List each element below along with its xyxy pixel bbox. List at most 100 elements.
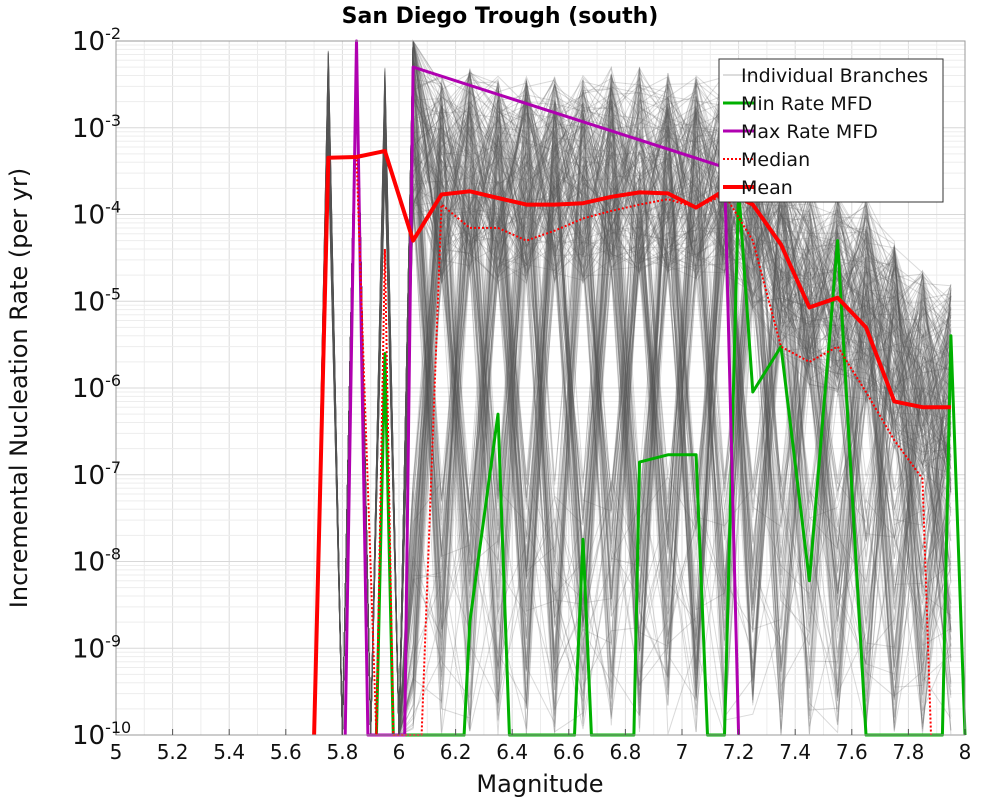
branch-line <box>314 52 952 736</box>
branch-line <box>314 40 952 736</box>
branch-line <box>313 40 952 736</box>
plot-area-border <box>115 40 966 736</box>
branch-line <box>314 96 952 736</box>
x-tick-label: 7 <box>676 740 689 764</box>
branch-line <box>313 40 952 736</box>
legend-label: Mean <box>741 177 793 199</box>
branch-line <box>314 40 952 736</box>
legend-label: Median <box>741 149 810 171</box>
y-tick-label: 10-2 <box>72 24 121 57</box>
branch-line <box>313 69 952 736</box>
branch-line <box>314 40 952 736</box>
branch-line <box>313 40 952 736</box>
branch-line <box>313 80 952 736</box>
branch-line <box>314 40 952 736</box>
branch-line <box>313 40 952 736</box>
branch-line <box>313 67 952 736</box>
branch-line <box>314 40 952 736</box>
x-tick-label: 8 <box>959 740 972 764</box>
y-tick-label: 10-8 <box>72 545 121 578</box>
branch-line <box>314 40 952 736</box>
branch-line <box>314 40 952 736</box>
branch-line <box>313 50 952 736</box>
y-tick-label: 10-5 <box>72 284 121 317</box>
branch-line <box>314 40 952 736</box>
branch-line <box>314 48 952 736</box>
branch-line <box>313 84 952 736</box>
series-min-rate-mfd <box>374 186 967 737</box>
branch-line <box>314 52 952 736</box>
branch-line <box>313 40 952 736</box>
individual-branches <box>313 39 952 737</box>
legend: Individual Branches Min Rate MFD Max Rate … <box>718 58 944 203</box>
branch-line <box>313 76 952 736</box>
branch-line <box>313 40 952 736</box>
branch-line <box>313 76 952 736</box>
branch-line <box>313 66 952 736</box>
branch-line <box>313 79 952 736</box>
branch-line <box>314 40 952 736</box>
x-tick-label: 6.2 <box>440 740 472 764</box>
branch-line <box>313 76 952 736</box>
x-tick-label: 6.8 <box>609 740 641 764</box>
branch-line <box>314 75 952 736</box>
branch-line <box>314 50 952 736</box>
x-axis-label: Magnitude <box>476 770 603 798</box>
legend-label: Max Rate MFD <box>741 121 878 143</box>
branch-line <box>314 40 952 736</box>
branch-line <box>314 56 952 736</box>
y-tick-label: 10-9 <box>72 631 121 664</box>
branch-line <box>314 40 952 736</box>
x-tick-label: 5.2 <box>157 740 189 764</box>
x-tick-label: 7.2 <box>723 740 755 764</box>
branch-line <box>314 40 952 736</box>
branch-line <box>313 40 952 736</box>
branch-line <box>314 73 952 736</box>
branch-line <box>314 82 952 736</box>
branch-line <box>314 40 952 736</box>
x-tick-label: 5 <box>110 740 123 764</box>
branch-line <box>314 40 952 736</box>
branch-line <box>313 40 952 736</box>
branch-line <box>313 69 952 736</box>
branch-line <box>314 79 952 736</box>
branch-line <box>313 40 952 736</box>
branch-line <box>314 73 952 736</box>
branch-line <box>313 40 952 736</box>
legend-label: Min Rate MFD <box>741 93 872 115</box>
branch-line <box>313 73 952 736</box>
branch-line <box>313 40 952 736</box>
y-tick-label: 10-6 <box>72 371 121 404</box>
branch-line <box>313 40 952 736</box>
x-axis-ticks: 5 5.2 5.4 5.6 5.8 6 6.2 6.4 6.6 6.8 7 7.2 7.4 7.6 7.8 8 <box>110 729 972 764</box>
branch-line <box>314 40 952 736</box>
branch-line <box>314 40 952 736</box>
branch-line <box>313 40 952 736</box>
branch-line <box>313 75 952 736</box>
y-tick-label: 10-7 <box>72 458 121 491</box>
x-tick-label: 5.4 <box>213 740 245 764</box>
legend-box <box>718 58 944 203</box>
branch-line <box>313 42 952 736</box>
x-tick-label: 7.4 <box>779 740 811 764</box>
branch-line <box>314 40 952 736</box>
legend-label: Individual Branches <box>741 65 928 87</box>
branch-line <box>314 74 952 736</box>
branch-line <box>314 40 952 736</box>
branch-line <box>314 40 952 736</box>
branch-line <box>313 40 952 736</box>
x-tick-label: 5.6 <box>270 740 302 764</box>
chart-title: San Diego Trough (south) <box>342 4 659 29</box>
branch-line <box>313 40 952 736</box>
branch-line <box>314 109 952 736</box>
branch-line <box>314 40 952 736</box>
branch-line <box>314 40 952 736</box>
branch-line <box>314 40 952 736</box>
branch-line <box>314 40 952 736</box>
branch-line <box>314 40 952 736</box>
x-tick-label: 6 <box>393 740 406 764</box>
branch-line <box>313 40 952 736</box>
branch-line <box>314 84 952 736</box>
branch-line <box>314 44 952 736</box>
